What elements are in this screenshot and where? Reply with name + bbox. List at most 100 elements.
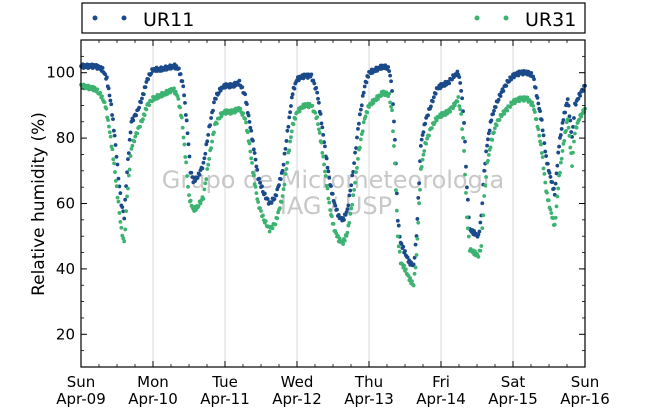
data-point [118,191,123,196]
data-point [348,188,353,193]
data-point [179,115,184,120]
data-point [321,154,326,159]
data-point [417,201,422,206]
data-point [204,142,209,147]
data-point [553,215,558,220]
data-point [546,198,551,203]
data-point [143,85,148,90]
data-point [275,216,280,221]
data-point [173,89,178,94]
data-point [360,129,365,134]
data-point [113,178,118,183]
data-point [579,114,584,119]
y-axis: 20 40 60 80 100 [46,55,585,352]
data-point [572,139,576,144]
y-tick-label: 100 [46,64,75,82]
data-point [283,172,288,176]
data-point [251,173,256,178]
data-point [461,135,465,140]
x-tick-label-date: Apr-12 [272,390,322,408]
data-point [481,213,486,218]
data-point [125,170,129,175]
data-point [419,165,424,169]
data-point [488,145,493,150]
series-ur31 [79,82,587,288]
data-point [574,125,579,130]
data-point [577,117,582,122]
data-point [250,160,254,165]
data-point [545,161,550,166]
data-point [358,107,363,112]
data-point [108,134,113,139]
data-point [359,132,364,137]
data-point [354,146,358,150]
data-point [356,157,360,161]
data-point [347,193,352,198]
data-point [316,122,320,127]
data-point [411,262,416,267]
data-point [263,219,268,224]
legend-frame [81,2,586,34]
data-point [465,185,469,190]
data-point [484,149,489,154]
data-point [534,117,539,122]
data-point [168,90,173,95]
data-point [254,164,259,169]
data-point [559,127,564,131]
data-point [108,98,113,103]
data-point [547,171,552,175]
data-point [348,211,353,216]
data-point [539,117,544,122]
data-point [350,202,355,207]
data-point [325,165,330,170]
data-point [419,137,424,142]
data-point [319,140,324,145]
data-point [206,162,211,167]
data-point [208,123,213,128]
data-point [207,156,212,161]
data-point [329,184,333,189]
data-point [331,221,336,226]
data-point [403,249,407,253]
data-point [576,96,581,101]
data-point [107,130,112,135]
data-point [405,255,410,260]
data-point [416,195,421,200]
data-point [291,122,296,127]
x-tick-label-date: Apr-14 [416,390,466,408]
data-point [352,187,357,192]
data-point [186,142,191,147]
data-point [172,86,176,91]
data-point [393,188,398,193]
data-point [110,147,115,152]
data-point [461,109,465,114]
data-point [412,255,417,260]
data-point [247,120,252,124]
data-point [465,197,470,202]
data-point [200,166,205,171]
data-point [482,194,487,198]
data-point [422,149,427,153]
data-point [549,211,554,215]
data-point [107,124,111,129]
data-point [486,137,490,142]
data-point [539,151,544,155]
legend: UR11 UR31 [81,2,586,34]
x-axis: SunApr-09MonApr-10TueApr-11WedApr-12ThuA… [56,40,610,408]
data-point [387,91,392,96]
x-tick-label-day: Sun [571,373,600,391]
data-point [415,217,420,221]
data-point [396,244,401,249]
data-point [556,186,561,191]
data-point [209,116,213,120]
data-point [357,112,362,117]
data-point [202,156,207,161]
data-point [397,249,402,254]
data-point [364,80,369,85]
data-point [541,166,546,171]
data-point [352,161,357,166]
x-tick-label-date: Apr-11 [200,390,250,408]
data-point [565,97,570,101]
data-point [558,133,563,137]
data-point [478,248,483,253]
